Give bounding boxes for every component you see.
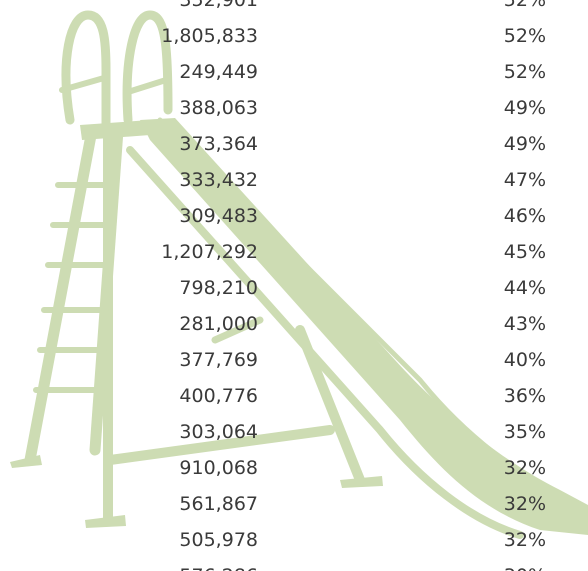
percent-cell: 32% [503,493,546,515]
count-cell: 910,068 [179,457,258,479]
percent-cell: 36% [503,385,546,407]
count-cell: 505,978 [179,529,258,551]
count-cell: 309,483 [179,205,258,227]
count-cell: 576,286 [179,564,258,571]
percent-cell: 30% [504,564,546,571]
count-cell: 281,000 [179,313,258,335]
percent-cell: 47% [503,169,546,191]
percent-cell: 49% [503,133,546,155]
count-cell: 400,776 [179,385,258,407]
percent-cell: 43% [503,313,546,335]
count-cell: 333,432 [179,169,258,191]
count-cell: 561,867 [179,493,258,515]
percent-cell: 49% [503,97,546,119]
percent-cell: 46% [503,205,546,227]
count-cell: 1,207,292 [161,241,258,263]
count-cell: 377,769 [179,349,258,371]
count-cell: 249,449 [179,61,258,83]
count-cell: 388,063 [179,97,258,119]
percent-cell: 45% [503,241,546,263]
percent-cell: 40% [503,349,546,371]
percent-cell: 52% [503,0,546,11]
percent-cell: 52% [503,61,546,83]
count-cell: 373,364 [179,133,258,155]
percent-cell: 32% [503,529,546,551]
percent-cell: 32% [503,457,546,479]
count-cell: 352,901 [179,0,258,11]
count-cell: 1,805,833 [161,25,258,47]
percent-cell: 52% [503,25,546,47]
count-cell: 303,064 [179,421,258,443]
percent-cell: 44% [503,277,546,299]
count-cell: 798,210 [179,277,258,299]
percent-cell: 35% [503,421,546,443]
